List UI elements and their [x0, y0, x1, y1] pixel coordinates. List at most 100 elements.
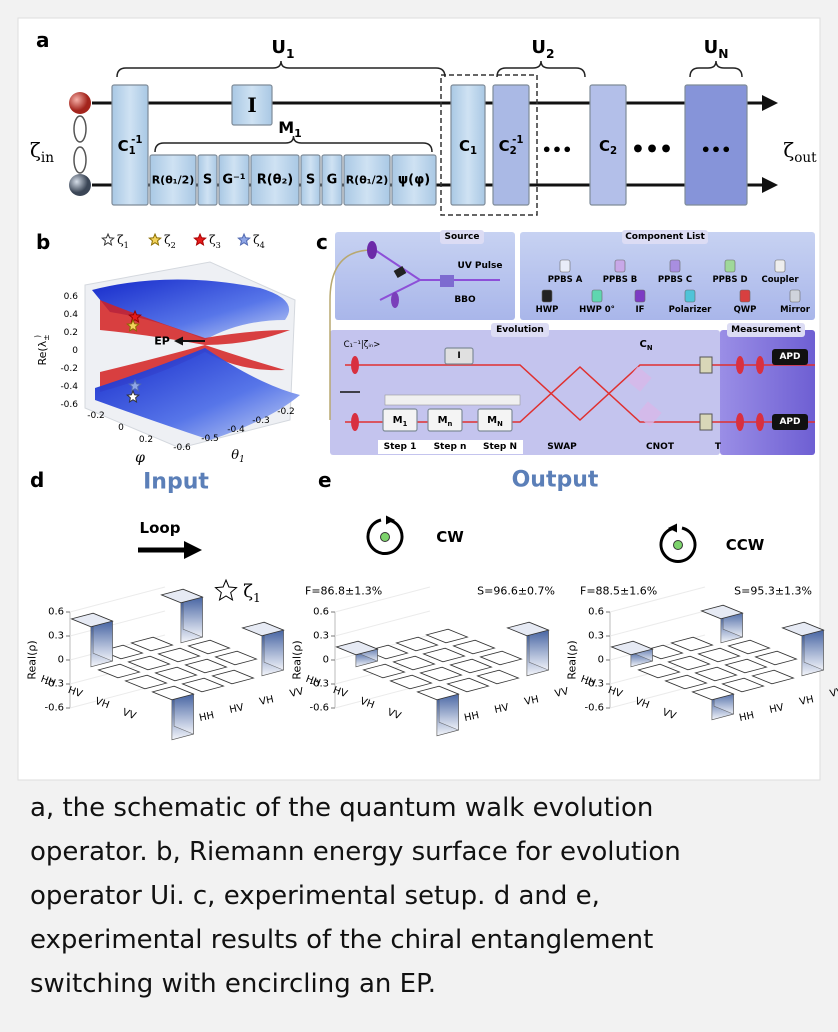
tick-label: 0 [72, 346, 78, 356]
tick-label: 0.6 [64, 292, 79, 302]
source-panel [335, 232, 515, 320]
z-tick-label: 0.6 [313, 607, 329, 618]
label-part: C [499, 137, 510, 155]
caption-line: experimental results of the chiral entan… [30, 925, 653, 955]
label: F=86.8±1.3% [305, 585, 382, 598]
label: Real(ρ) [566, 640, 579, 679]
label: QWP [734, 305, 757, 315]
panel-label: e [318, 468, 332, 492]
component-icon [635, 290, 645, 302]
component-icon [670, 260, 680, 272]
label-part: θ [231, 448, 239, 463]
z-tick-label: -0.6 [309, 703, 329, 714]
label: PPBS B [603, 275, 638, 285]
component-icon [775, 260, 785, 272]
label-part: ζ [243, 581, 253, 602]
label: HWP [536, 305, 559, 315]
caption-line: operator. b, Riemann energy surface for … [30, 837, 681, 867]
label-part: 1 [124, 240, 129, 250]
component-icon [725, 260, 735, 272]
label-part: 1 [403, 420, 408, 428]
tick-label: -0.2 [60, 364, 78, 374]
evolution-panel [330, 330, 720, 455]
label-part: 1 [294, 127, 302, 140]
lens [391, 292, 399, 308]
label: ••• [701, 141, 732, 160]
z-tick-label: -0.6 [584, 703, 604, 714]
label-part: C [639, 339, 646, 350]
panel-label: d [30, 468, 44, 492]
tick-label: 0 [118, 423, 124, 433]
label-part: 1 [253, 591, 261, 605]
label: ••• [542, 141, 573, 160]
label: Real(ρ) [291, 640, 304, 679]
label: Input [143, 470, 209, 495]
label: Step 1 [384, 442, 417, 452]
label-part: n [448, 420, 453, 428]
label-part: M [487, 415, 497, 426]
tick-label: 0.4 [64, 310, 79, 320]
label: φ [135, 450, 145, 466]
label-part: 3 [216, 240, 221, 250]
label: HWP 0° [579, 305, 615, 315]
label: S [306, 173, 315, 188]
label-part: 2 [171, 240, 176, 250]
panel-label: b [36, 230, 50, 254]
qubit-ball [69, 92, 91, 114]
label: Real(ρ) [26, 640, 39, 679]
label: Polarizer [669, 305, 713, 315]
cycle-center [674, 541, 683, 550]
caption-line: a, the schematic of the quantum walk evo… [30, 793, 653, 823]
label: Step N [483, 442, 517, 452]
tick-label: -0.3 [252, 416, 270, 426]
label: IF [636, 305, 645, 315]
label: T [715, 442, 722, 452]
label-part: 2 [510, 146, 517, 157]
component-icon [790, 290, 800, 302]
label-part: M [438, 415, 448, 426]
waveplate [756, 413, 764, 431]
label: I [457, 351, 460, 361]
polarizer [700, 357, 712, 373]
label: Output [512, 468, 599, 493]
qubit-ball [69, 174, 91, 196]
tick-label: 0.2 [139, 435, 153, 445]
component-icon [685, 290, 695, 302]
page: {"figure": { "a": {"label": "a", "u1": {… [0, 0, 838, 1032]
waveplate [351, 356, 359, 374]
label: Step n [434, 442, 467, 452]
label-part: ζ [783, 138, 794, 162]
label: G [327, 173, 338, 188]
label: BBO [454, 295, 476, 305]
label: PPBS C [658, 275, 692, 285]
label: ••• [631, 138, 673, 163]
caption-line: switching with encircling an EP. [30, 969, 436, 999]
tick-label: -0.4 [60, 382, 78, 392]
label-part: N [497, 420, 503, 428]
label-part: Re(λ [36, 340, 49, 365]
z-tick-label: 0.3 [48, 631, 64, 642]
label-part: U [531, 37, 546, 58]
z-tick-label: 0.6 [588, 607, 604, 618]
label-part: C [599, 137, 610, 155]
tick-label: -0.5 [201, 434, 219, 444]
label-part: U [271, 37, 286, 58]
label: ψ(φ) [398, 173, 430, 188]
component-icon [560, 260, 570, 272]
polarizer [700, 414, 712, 430]
label: Coupler [761, 275, 799, 285]
waveplate [756, 356, 764, 374]
basis-label: VV [829, 686, 838, 700]
label: S=96.6±0.7% [477, 585, 555, 598]
label-part: ) [33, 335, 42, 338]
lens [367, 241, 377, 259]
tick-label: -0.4 [227, 425, 245, 435]
label-part: 4 [260, 240, 265, 250]
label-part: in [41, 150, 54, 166]
component-icon [592, 290, 602, 302]
component-icon [615, 260, 625, 272]
label-part: -1 [512, 135, 523, 146]
label: SWAP [547, 442, 577, 452]
label: I [247, 93, 256, 117]
tick-label: -0.6 [173, 443, 191, 453]
